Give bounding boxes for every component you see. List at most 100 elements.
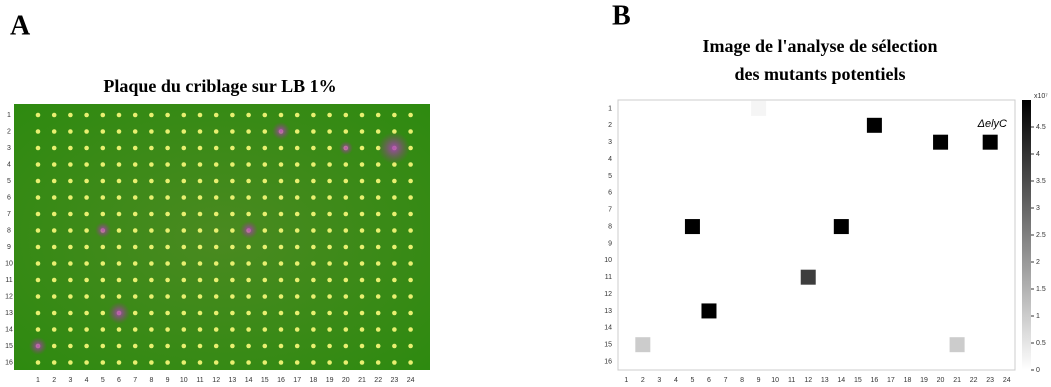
x-tick-label: 10 [771, 377, 779, 384]
colony [263, 344, 268, 349]
colony [52, 129, 57, 134]
colony [198, 179, 203, 184]
colony [149, 294, 154, 299]
colony [101, 212, 106, 217]
colony [52, 179, 57, 184]
y-tick-label: 7 [7, 211, 11, 218]
colony [295, 228, 300, 233]
colony [149, 113, 154, 118]
colony [392, 179, 397, 184]
colony [279, 146, 284, 151]
colony [182, 261, 187, 266]
colony [198, 195, 203, 200]
colony [408, 228, 413, 233]
cell [685, 219, 700, 234]
colony [52, 245, 57, 250]
colony [165, 212, 170, 217]
colony [360, 162, 365, 167]
colony [182, 129, 187, 134]
colony [246, 327, 251, 332]
colony [376, 113, 381, 118]
colony [149, 162, 154, 167]
x-tick-label: 20 [342, 377, 350, 384]
colony [36, 113, 41, 118]
colony [36, 212, 41, 217]
colony [246, 162, 251, 167]
colony [344, 195, 349, 200]
colony [165, 129, 170, 134]
y-tick-label: 7 [608, 207, 612, 214]
colony [149, 278, 154, 283]
colorbar-tick-label: 0 [1036, 367, 1040, 374]
x-tick-label: 1 [624, 377, 628, 384]
colony [344, 261, 349, 266]
colony [68, 146, 73, 151]
colony [68, 212, 73, 217]
y-tick-label: 11 [605, 274, 612, 281]
colony [344, 327, 349, 332]
colony [246, 294, 251, 299]
colony [295, 278, 300, 283]
colony [165, 228, 170, 233]
x-tick-label: 9 [757, 377, 761, 384]
colony [182, 228, 187, 233]
y-tick-label: 3 [608, 139, 612, 146]
colony [263, 129, 268, 134]
colony [392, 327, 397, 332]
colony [133, 294, 138, 299]
colony [263, 311, 268, 316]
colony [198, 294, 203, 299]
colony [101, 113, 106, 118]
colony [263, 179, 268, 184]
x-tick-label: 16 [870, 377, 878, 384]
colony [327, 327, 332, 332]
colony [149, 212, 154, 217]
x-tick-label: 4 [674, 377, 678, 384]
colony [263, 278, 268, 283]
x-tick-label: 24 [407, 377, 415, 384]
x-tick-label: 7 [724, 377, 728, 384]
colony [344, 179, 349, 184]
cell [867, 118, 882, 133]
colony [36, 245, 41, 250]
colony [246, 278, 251, 283]
colony [149, 146, 154, 151]
colony [360, 195, 365, 200]
y-tick-label: 1 [7, 112, 11, 119]
colony [214, 179, 219, 184]
colony [133, 113, 138, 118]
colony [408, 327, 413, 332]
colorbar-tick-label: 3.5 [1036, 178, 1046, 185]
colony [360, 294, 365, 299]
colony [279, 360, 284, 365]
colony [279, 228, 284, 233]
y-tick-label: 9 [608, 240, 612, 247]
colony [133, 212, 138, 217]
colony [295, 360, 300, 365]
colony [165, 311, 170, 316]
colony [295, 261, 300, 266]
colony [84, 129, 89, 134]
y-tick-label: 14 [5, 326, 13, 333]
colony [84, 162, 89, 167]
colony [68, 113, 73, 118]
y-tick-label: 2 [7, 128, 11, 135]
colony [149, 327, 154, 332]
x-tick-label: 6 [707, 377, 711, 384]
colony [295, 146, 300, 151]
x-tick-label: 20 [937, 377, 945, 384]
colony [408, 344, 413, 349]
colony [214, 344, 219, 349]
colony [133, 261, 138, 266]
colony [198, 245, 203, 250]
colony [52, 278, 57, 283]
colony [230, 278, 235, 283]
colony [408, 294, 413, 299]
colony [392, 113, 397, 118]
x-tick-label: 17 [293, 377, 301, 384]
colony [101, 327, 106, 332]
colony [360, 327, 365, 332]
x-tick-label: 24 [1003, 377, 1011, 384]
colony [279, 327, 284, 332]
plate-title: Plaque du criblage sur LB 1% [103, 76, 336, 96]
